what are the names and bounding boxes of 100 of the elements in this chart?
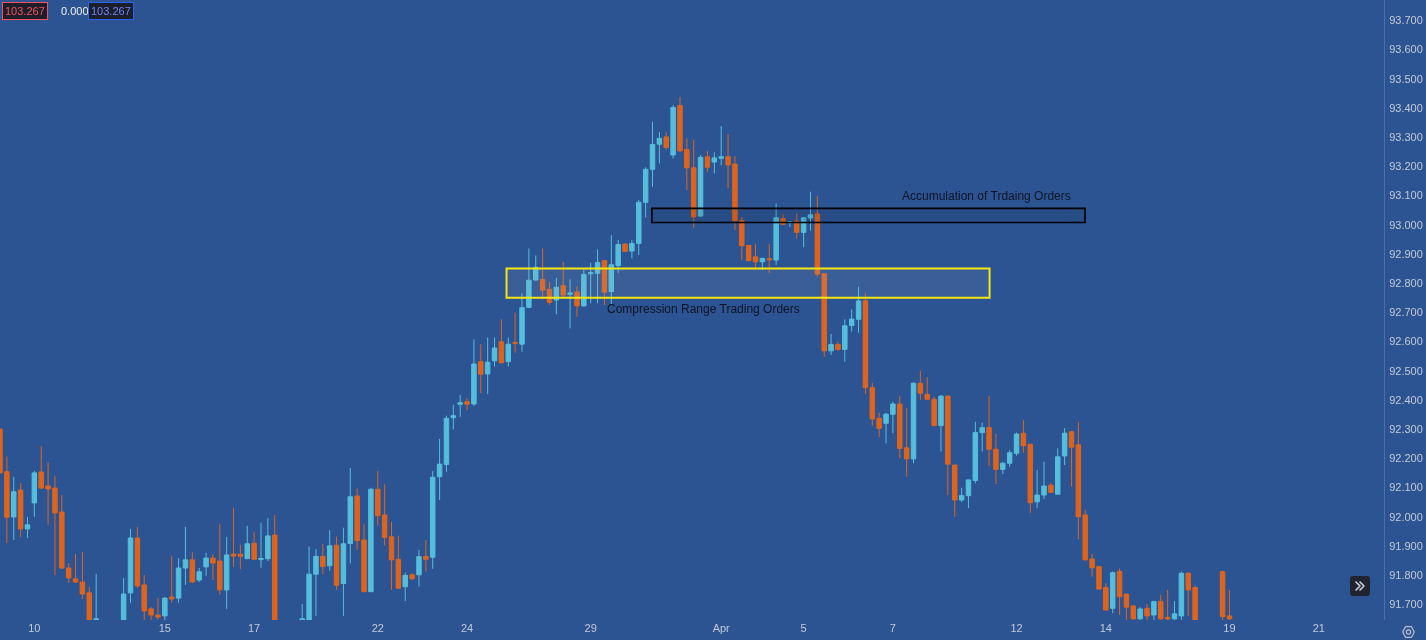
candlestick — [1144, 603, 1150, 620]
candlestick — [1151, 600, 1157, 620]
candlestick — [1109, 571, 1116, 614]
candlestick — [93, 573, 99, 620]
candlestick — [766, 243, 772, 274]
y-tick-label: 93.400 — [1389, 101, 1423, 114]
candlestick — [546, 281, 553, 306]
y-tick-label: 93.600 — [1389, 43, 1423, 56]
candlestick — [1219, 570, 1226, 620]
y-tick-label: 91.900 — [1389, 539, 1423, 552]
candlestick — [333, 536, 340, 591]
candlestick — [1137, 606, 1143, 620]
candlestick — [17, 482, 24, 538]
candlestick — [601, 260, 608, 306]
x-tick-label: 7 — [889, 622, 896, 634]
candlestick — [368, 487, 374, 593]
candlestick — [484, 336, 491, 395]
candlestick — [457, 394, 463, 418]
candlestick — [196, 567, 202, 583]
candlestick — [464, 397, 470, 411]
y-tick-label: 92.100 — [1389, 481, 1423, 494]
y-tick-label: 91.700 — [1389, 598, 1423, 611]
y-tick-label: 92.000 — [1389, 510, 1423, 523]
candlestick — [958, 487, 965, 503]
x-tick-label: 19 — [1223, 622, 1236, 634]
candlestick — [794, 212, 800, 239]
candlestick — [31, 470, 38, 518]
candlestick — [574, 285, 580, 318]
x-tick-label: 21 — [1312, 622, 1325, 634]
candlestick — [835, 341, 841, 352]
candlestick — [663, 131, 669, 151]
y-tick-label: 93.100 — [1389, 189, 1423, 202]
x-tick-label: 24 — [460, 622, 474, 634]
x-tick-label: 17 — [248, 622, 261, 634]
candlestick — [704, 150, 711, 173]
candlestick — [237, 544, 244, 570]
candlestick — [203, 552, 209, 577]
x-tick-label: 29 — [584, 622, 597, 634]
x-tick-label: Apr — [712, 622, 731, 634]
y-tick-label: 92.800 — [1389, 277, 1423, 289]
candlestick — [773, 202, 779, 266]
candlestick — [450, 404, 457, 430]
candlestick — [560, 261, 566, 299]
x-tick-label: 22 — [371, 622, 384, 634]
candlestick — [780, 213, 786, 226]
y-tick-label: 92.900 — [1389, 247, 1423, 260]
candlestick — [443, 415, 450, 473]
candlestick — [416, 549, 422, 588]
candlestick — [24, 516, 31, 539]
candlestick — [553, 277, 560, 315]
candlestick — [759, 257, 766, 271]
candlestick — [471, 338, 477, 407]
candlestick — [697, 154, 704, 218]
candlestick — [622, 242, 628, 253]
y-tick-label: 93.700 — [1389, 14, 1423, 27]
y-tick-label: 92.300 — [1389, 422, 1423, 435]
annotation: 103.267 — [91, 5, 131, 17]
candlestick — [272, 514, 278, 620]
y-tick-label: 92.200 — [1389, 452, 1423, 465]
candlestick — [938, 394, 944, 453]
y-tick-label: 92.500 — [1389, 364, 1423, 377]
y-tick-label: 92.600 — [1389, 335, 1423, 348]
candlestick — [244, 525, 250, 560]
x-tick-label: 14 — [1099, 622, 1112, 634]
candlestick — [828, 333, 834, 356]
candlestick — [409, 572, 415, 581]
candlestick — [168, 555, 175, 604]
candlestick — [670, 104, 676, 159]
candlestick — [787, 220, 793, 228]
candlestick — [1048, 482, 1054, 493]
candlestick — [910, 381, 917, 464]
candlestick — [567, 278, 573, 329]
y-tick-label: 91.800 — [1389, 568, 1423, 581]
candlestick — [1171, 600, 1178, 620]
candlestick — [1178, 571, 1185, 620]
candlestick — [423, 539, 429, 573]
candlestick — [11, 476, 17, 541]
candlestick — [402, 572, 408, 602]
y-tick-label: 93.500 — [1389, 72, 1423, 85]
x-tick-label: 12 — [1010, 622, 1023, 634]
candlestick — [1226, 589, 1233, 620]
x-tick-label: 10 — [28, 622, 41, 634]
candlestick — [917, 370, 924, 401]
candlestick — [498, 318, 505, 364]
candlestick — [223, 536, 230, 610]
y-tick-label: 92.400 — [1389, 393, 1423, 406]
annotation: 0.000 — [61, 5, 89, 17]
candlestick — [182, 526, 189, 586]
candlestick — [189, 551, 196, 584]
candlestick — [175, 557, 182, 604]
annotation: 103.267 — [5, 5, 45, 17]
candlestick — [251, 531, 257, 560]
candlestick — [491, 336, 498, 368]
band-label: Accumulation of Trdaing Orders — [902, 189, 1071, 203]
candlestick — [581, 268, 587, 308]
band-label: Compression Range Trading Orders — [607, 302, 800, 316]
y-tick-label: 92.700 — [1389, 306, 1423, 319]
x-tick-label: 5 — [800, 622, 807, 634]
x-tick-label: 15 — [158, 622, 171, 634]
candlestick — [539, 247, 546, 300]
